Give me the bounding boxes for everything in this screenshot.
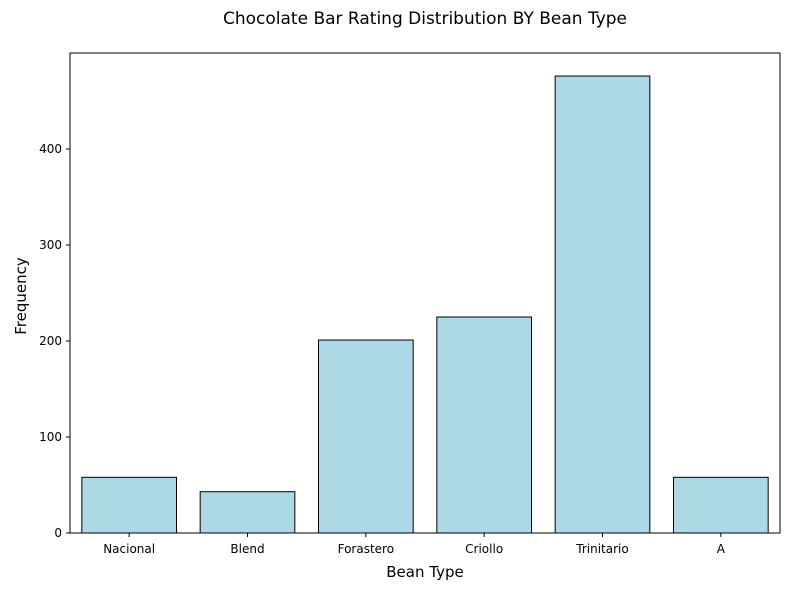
y-axis-ticks: 0 100 200 300 400 xyxy=(39,142,70,540)
x-tick-label: Forastero xyxy=(338,542,394,556)
bar-blend xyxy=(199,491,296,534)
bar-forastero xyxy=(318,339,414,534)
x-axis-title: Bean Type xyxy=(386,563,463,581)
y-tick-label: 200 xyxy=(39,334,62,348)
x-tick-label: Nacional xyxy=(103,542,155,556)
chart-title: Chocolate Bar Rating Distribution BY Bea… xyxy=(223,9,627,29)
y-axis-title: Frequency xyxy=(12,257,30,335)
bar-criollo xyxy=(436,316,533,534)
bar-a xyxy=(673,476,769,534)
plot-area-frame xyxy=(69,52,781,534)
bars-layer xyxy=(81,75,769,534)
y-tick-label: 0 xyxy=(54,526,62,540)
x-tick-label: Trinitario xyxy=(575,542,628,556)
x-axis-ticks: Nacional Blend Forastero Criollo Trinitario A xyxy=(103,533,726,556)
y-tick-label: 300 xyxy=(39,238,62,252)
y-tick-label: 400 xyxy=(39,142,62,156)
y-tick-label: 100 xyxy=(39,430,62,444)
x-tick-label: Blend xyxy=(230,542,264,556)
bar-nacional xyxy=(81,476,177,534)
bar-trinitario xyxy=(554,75,651,534)
x-tick-label: A xyxy=(717,542,726,556)
x-tick-label: Criollo xyxy=(465,542,503,556)
